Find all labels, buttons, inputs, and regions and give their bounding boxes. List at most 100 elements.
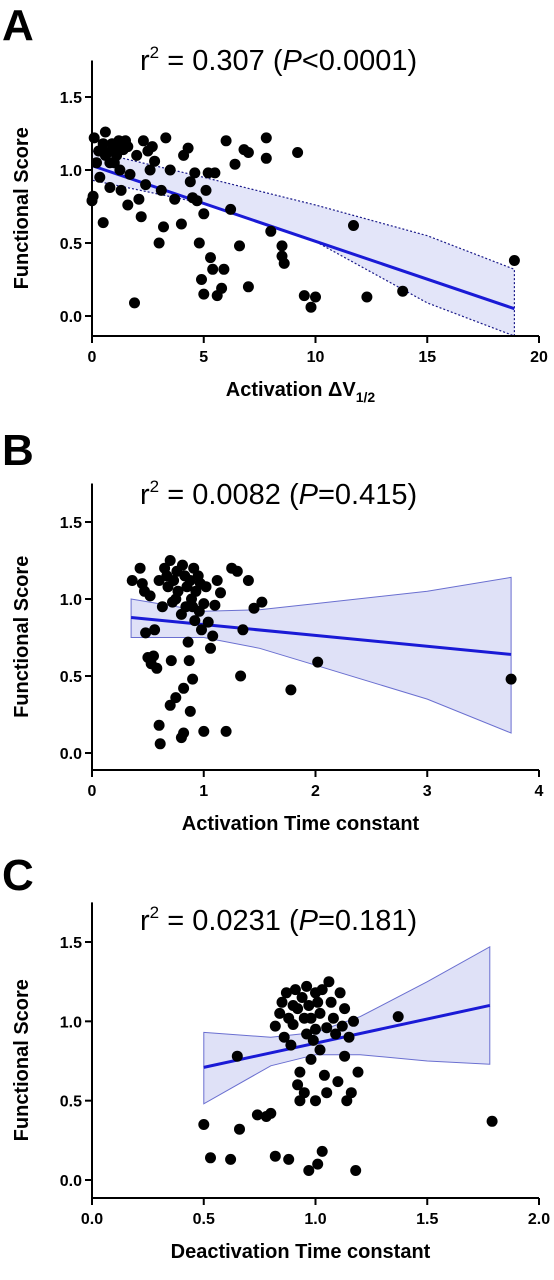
data-point	[158, 221, 169, 233]
data-point	[154, 738, 166, 750]
x-tick-label: 10	[307, 349, 325, 366]
y-tick-label: 0.0	[60, 746, 82, 763]
data-point	[198, 598, 210, 610]
data-point	[251, 1109, 263, 1121]
data-point	[94, 171, 106, 183]
stat-annotation: r2 = 0.0082 (P=0.415)	[140, 477, 417, 511]
stat-p-letter: P	[299, 479, 319, 511]
x-tick-label: 0	[88, 783, 97, 800]
data-point	[134, 562, 146, 574]
data-point	[198, 1119, 210, 1130]
data-point	[220, 725, 232, 737]
stat-annotation: r2 = 0.307 (P<0.0001)	[140, 43, 417, 77]
x-tick-label: 5	[199, 349, 208, 366]
regression-line	[91, 164, 515, 311]
data-point	[307, 1034, 319, 1046]
data-point	[292, 147, 304, 158]
data-point	[242, 281, 254, 293]
data-point	[155, 184, 167, 196]
stat-p-text: <0.0001)	[302, 45, 417, 77]
data-point	[312, 996, 324, 1008]
data-point	[310, 291, 321, 303]
data-point	[341, 1095, 353, 1107]
data-point	[350, 1165, 362, 1176]
data-point	[124, 168, 136, 180]
data-point	[285, 684, 297, 696]
stat-value: = 0.0082 (	[159, 479, 299, 511]
stat-annotation: r2 = 0.0231 (P=0.181)	[140, 903, 417, 937]
data-point	[327, 1012, 339, 1024]
stat-p-letter: P	[282, 45, 302, 77]
x-tick-label: 1.5	[416, 1211, 438, 1228]
y-tick-label: 0.0	[60, 1173, 82, 1190]
data-point	[256, 596, 268, 608]
data-point	[274, 1007, 286, 1019]
data-point	[131, 149, 143, 161]
data-point	[292, 1003, 304, 1015]
data-point	[205, 1152, 216, 1164]
data-point	[164, 699, 176, 711]
data-point	[265, 1107, 277, 1119]
data-point	[91, 157, 102, 169]
x-tick-label: 0.5	[193, 1211, 215, 1228]
stat-r: r	[140, 479, 150, 511]
y-tick-label: 1.5	[60, 515, 82, 532]
data-point	[292, 1079, 304, 1091]
data-point	[276, 996, 288, 1008]
x-tick-label: 1	[199, 783, 208, 800]
data-point	[178, 682, 190, 694]
data-point	[225, 1153, 237, 1165]
data-point	[218, 263, 230, 275]
data-point	[260, 132, 272, 144]
data-point	[189, 167, 201, 179]
y-tick-label: 0.5	[60, 1094, 82, 1111]
x-tick-label: 3	[423, 783, 432, 800]
data-point	[189, 615, 201, 627]
data-point	[205, 252, 216, 264]
panel-a: Ar2 = 0.307 (P<0.0001) 0.0 0.5 1.0 1.5 0 5 10 15…	[2, 1, 548, 405]
data-point	[135, 211, 147, 223]
data-point	[283, 1153, 295, 1165]
data-point	[205, 642, 216, 654]
data-point	[97, 217, 109, 229]
y-axis-title: Functional Score	[11, 979, 33, 1141]
y-axis-title: Functional Score	[11, 556, 33, 718]
stat-p-text: =0.415)	[318, 479, 417, 511]
stat-sup: 2	[150, 903, 159, 922]
data-point	[115, 184, 127, 196]
data-point	[294, 1095, 306, 1107]
data-point	[215, 587, 226, 599]
data-point	[287, 1019, 299, 1030]
data-point	[220, 135, 232, 147]
data-point	[209, 599, 221, 611]
data-point	[312, 1158, 324, 1170]
x-axis-title: Deactivation Time constant	[171, 1241, 431, 1263]
data-point	[316, 984, 328, 996]
data-point	[209, 167, 221, 179]
data-point	[198, 288, 210, 300]
data-point	[339, 1003, 351, 1015]
x-tick-label: 2	[311, 783, 320, 800]
data-point	[392, 1011, 404, 1023]
data-point	[294, 1066, 306, 1078]
data-point	[207, 263, 219, 275]
data-point	[165, 655, 177, 667]
data-point	[312, 656, 324, 668]
data-point	[144, 164, 156, 176]
data-point	[310, 1023, 321, 1035]
data-point	[242, 575, 254, 586]
data-point	[242, 147, 254, 158]
data-point	[187, 673, 199, 685]
data-point	[332, 1076, 344, 1088]
data-point	[137, 135, 149, 147]
data-point	[397, 285, 409, 297]
data-point	[183, 655, 195, 667]
y-axis-title: Functional Score	[11, 127, 33, 289]
data-point	[348, 1015, 359, 1027]
data-point	[229, 158, 241, 170]
data-point	[129, 297, 140, 309]
panel-letter: B	[2, 426, 34, 475]
data-point	[305, 301, 317, 313]
data-point	[88, 132, 100, 144]
